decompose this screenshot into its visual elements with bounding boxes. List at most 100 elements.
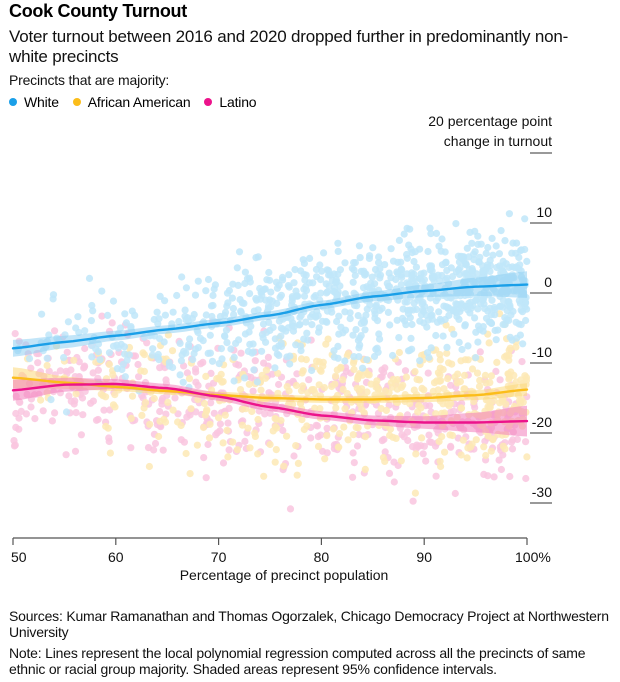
scatter-point-african-american (468, 365, 477, 373)
scatter-point-latino (447, 442, 455, 450)
scatter-point-african-american (487, 372, 495, 380)
scatter-point-latino (447, 381, 455, 389)
scatter-point-latino (207, 369, 215, 377)
scatter-point-white (268, 297, 276, 305)
scatter-point-white (38, 310, 46, 318)
y-tick-label: 0 (544, 274, 552, 290)
scatter-point-latino (237, 349, 245, 357)
x-tick-label: 70 (211, 549, 227, 565)
scatter-point-african-american (323, 432, 331, 440)
scatter-point-african-american (271, 423, 280, 431)
y-tick-label: -10 (532, 344, 552, 360)
scatter-point-african-american (313, 357, 321, 365)
scatter-point-white (277, 324, 285, 332)
scatter-point-african-american (292, 442, 300, 450)
scatter-point-white (394, 270, 402, 278)
legend-swatch-african-american (72, 98, 81, 106)
scatter-point-african-american (515, 396, 524, 405)
scatter-point-white (463, 244, 471, 252)
chart-subtitle: Voter turnout between 2016 and 2020 drop… (9, 27, 569, 66)
scatter-point-white (471, 314, 479, 322)
scatter-point-white (88, 301, 96, 310)
scatter-point-african-american (217, 370, 225, 378)
scatter-point-latino (67, 397, 75, 405)
scatter-point-african-american (480, 443, 488, 451)
scatter-point-white (422, 311, 430, 319)
scatter-point-african-american (316, 405, 324, 413)
scatter-point-white (224, 299, 232, 307)
scatter-point-white (43, 354, 51, 362)
scatter-point-african-american (260, 472, 268, 480)
scatter-point-white (285, 283, 293, 291)
scatter-point-white (266, 276, 274, 284)
scatter-point-white (269, 323, 277, 331)
scatter-point-african-american (447, 399, 455, 407)
scatter-point-african-american (271, 458, 279, 466)
scatter-point-latino (15, 414, 23, 422)
scatter-point-african-american (463, 454, 471, 462)
scatter-point-white (189, 356, 197, 364)
scatter-point-white (315, 324, 323, 332)
scatter-point-latino (241, 437, 249, 445)
scatter-point-latino (451, 489, 459, 498)
scatter-point-latino (134, 360, 142, 369)
scatter-point-white (492, 336, 500, 344)
scatter-point-african-american (219, 439, 227, 447)
scatter-point-white (335, 330, 343, 338)
scatter-point-white (81, 327, 89, 335)
scatter-point-white (474, 338, 482, 346)
scatter-point-white (375, 259, 383, 267)
scatter-point-white (419, 306, 427, 314)
scatter-point-white (259, 334, 267, 342)
scatter-point-white (190, 349, 198, 358)
scatter-point-african-american (245, 380, 253, 388)
scatter-point-white (182, 284, 190, 292)
scatter-point-latino (323, 424, 331, 432)
scatter-point-african-american (146, 420, 154, 428)
scatter-point-white (489, 251, 497, 259)
scatter-point-african-american (501, 353, 509, 361)
scatter-point-african-american (344, 350, 352, 358)
scatter-point-latino (450, 407, 458, 415)
scatter-point-african-american (329, 425, 337, 433)
scatter-point-white (122, 319, 130, 327)
scatter-point-white (486, 318, 494, 326)
scatter-point-latino (323, 449, 331, 457)
scatter-point-white (443, 343, 451, 351)
scatter-point-latino (349, 473, 357, 481)
scatter-point-latino (131, 352, 140, 360)
scatter-point-white (450, 330, 458, 338)
scatter-point-white (427, 344, 435, 352)
scatter-point-african-american (303, 422, 311, 430)
scatter-point-african-american (229, 438, 237, 446)
scatter-point-white (416, 245, 424, 253)
scatter-point-african-american (460, 371, 469, 379)
scatter-point-african-american (459, 436, 467, 444)
scatter-point-white (87, 317, 95, 325)
scatter-point-white (177, 357, 185, 365)
scatter-point-white (208, 357, 217, 365)
scatter-point-latino (424, 369, 432, 377)
scatter-point-african-american (314, 442, 323, 450)
scatter-point-white (204, 275, 213, 284)
scatter-point-white (518, 308, 527, 316)
scatter-point-white (449, 307, 457, 315)
scatter-point-african-american (266, 440, 274, 449)
scatter-point-white (424, 247, 432, 256)
scatter-point-african-american (272, 446, 280, 454)
scatter-point-white (425, 353, 433, 362)
scatter-point-african-american (320, 384, 328, 392)
scatter-point-african-american (258, 371, 266, 379)
scatter-point-white (493, 263, 501, 272)
scatter-point-white (121, 350, 129, 358)
scatter-point-african-american (457, 357, 465, 365)
scatter-point-white (277, 291, 285, 299)
scatter-point-african-american (349, 431, 357, 439)
scatter-point-white (484, 261, 492, 269)
scatter-point-white (227, 345, 235, 353)
scatter-point-white (410, 299, 418, 307)
scatter-point-white (351, 271, 359, 280)
scatter-point-latino (151, 439, 160, 448)
scatter-point-latino (422, 457, 430, 465)
scatter-point-white (326, 271, 334, 279)
